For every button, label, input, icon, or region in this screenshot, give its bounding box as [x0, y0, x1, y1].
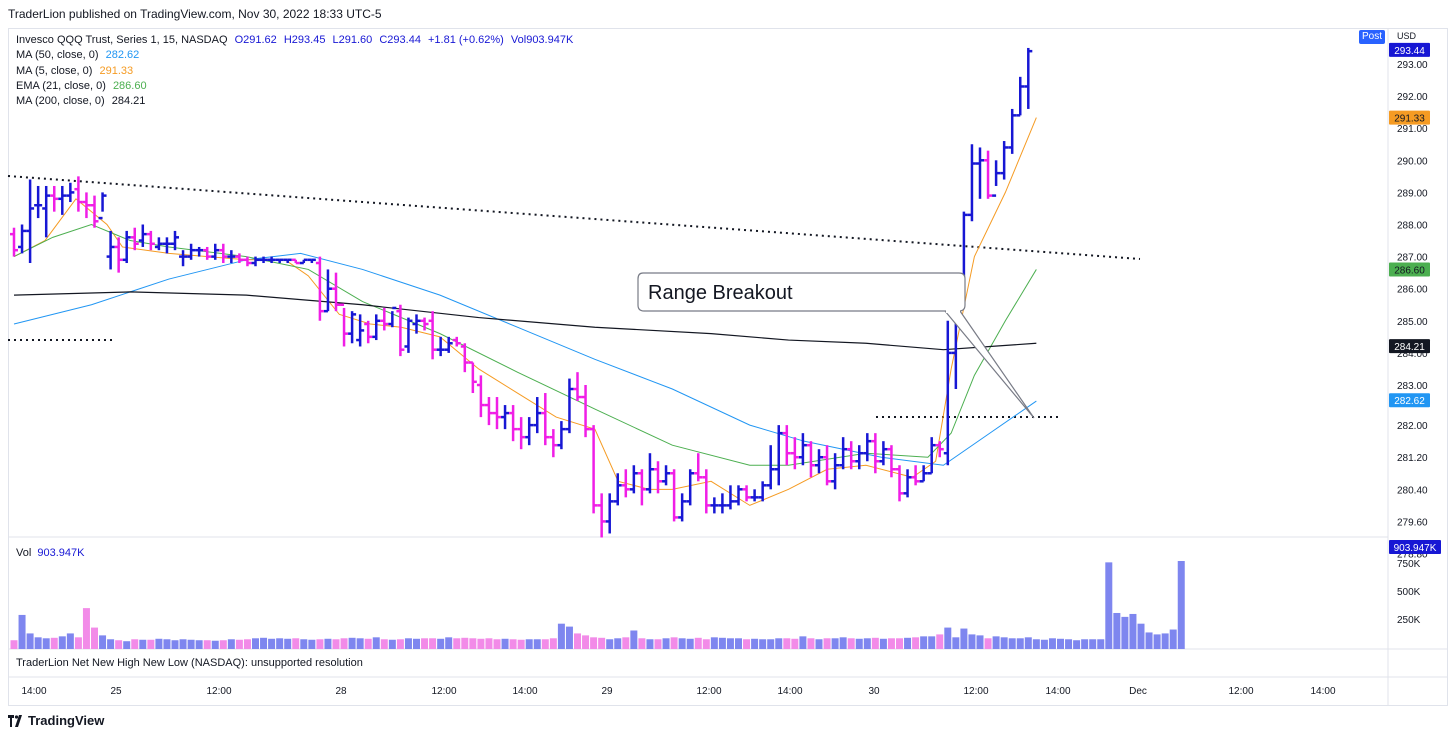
- ma200-label: MA (200, close, 0): [16, 95, 105, 108]
- symbol-legend-row: Invesco QQQ Trust, Series 1, 15, NASDAQ …: [16, 33, 573, 48]
- post-button[interactable]: Post: [1359, 30, 1385, 44]
- low-value: L291.60: [332, 34, 373, 46]
- ma50-legend-row[interactable]: MA (50, close, 0) 282.62: [16, 48, 573, 63]
- tradingview-logo-icon: [8, 714, 24, 727]
- open-value: O291.62: [234, 34, 277, 46]
- indicator-status: TraderLion Net New High New Low (NASDAQ)…: [16, 657, 363, 669]
- ma200-legend-row[interactable]: MA (200, close, 0) 284.21: [16, 94, 573, 109]
- ma200-value: 284.21: [111, 95, 146, 108]
- ma5-legend-row[interactable]: MA (5, close, 0) 291.33: [16, 64, 573, 79]
- volume-legend-value: 903.947K: [37, 547, 85, 559]
- ma5-value: 291.33: [99, 64, 134, 77]
- chart-legend: Invesco QQQ Trust, Series 1, 15, NASDAQ …: [16, 33, 573, 109]
- volume-value: Vol903.947K: [510, 34, 574, 46]
- close-value: C293.44: [379, 34, 421, 46]
- volume-legend: Vol 903.947K: [16, 547, 84, 559]
- brand-footer: TradingView: [8, 713, 104, 728]
- ma5-label: MA (5, close, 0): [16, 64, 93, 77]
- ema21-value: 286.60: [112, 79, 147, 92]
- ma50-value: 282.62: [105, 49, 140, 62]
- ma50-label: MA (50, close, 0): [16, 49, 99, 62]
- volume-label: Vol: [16, 547, 32, 559]
- change-value: +1.81 (+0.62%): [428, 34, 504, 46]
- currency-label: USD: [1397, 31, 1417, 41]
- chart-frame: [8, 28, 1448, 706]
- brand-name: TradingView: [28, 713, 105, 728]
- ema21-legend-row[interactable]: EMA (21, close, 0) 286.60: [16, 79, 573, 94]
- symbol-name[interactable]: Invesco QQQ Trust, Series 1, 15, NASDAQ: [16, 34, 228, 46]
- ema21-label: EMA (21, close, 0): [16, 79, 106, 92]
- high-value: H293.45: [283, 34, 326, 46]
- publish-header: TraderLion published on TradingView.com,…: [8, 7, 382, 21]
